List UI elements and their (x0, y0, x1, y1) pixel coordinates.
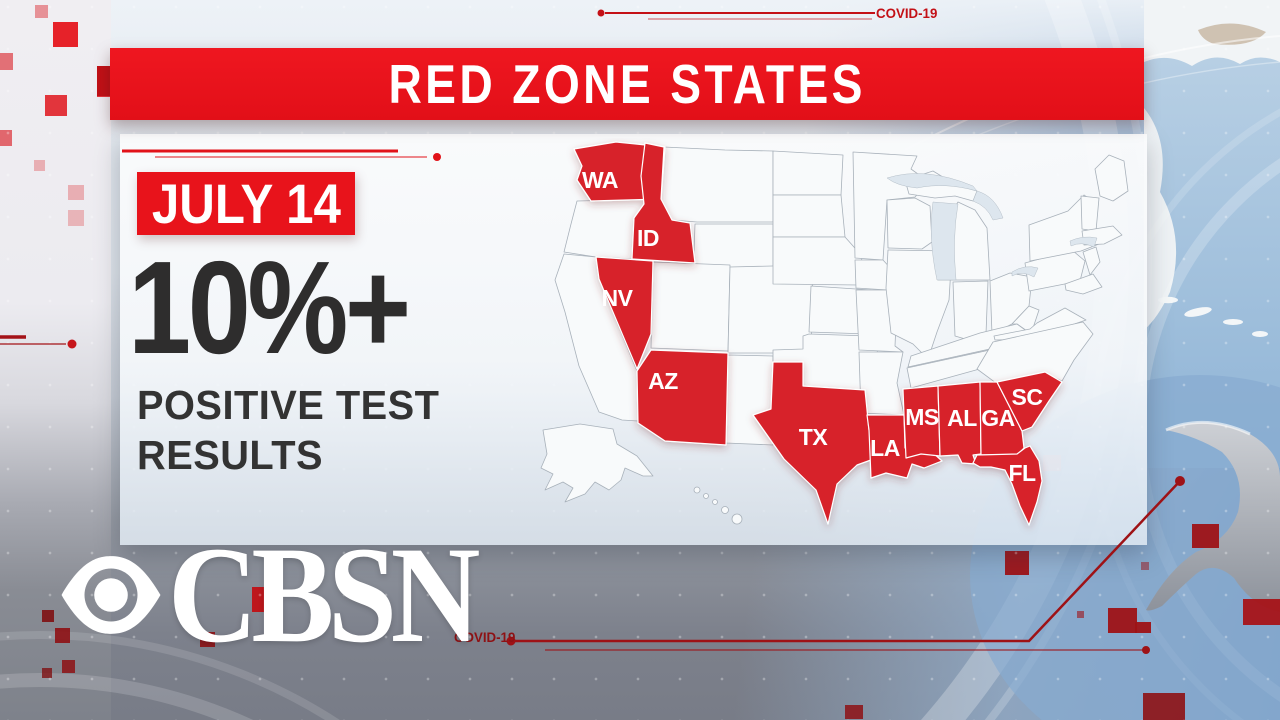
stat-description-line1: POSITIVE TEST (137, 382, 440, 428)
island (1184, 307, 1212, 317)
stat-description: POSITIVE TEST RESULTS (137, 380, 439, 480)
state-label-id: ID (637, 225, 659, 251)
us-map: WA ID NV AZ TX LA MS AL GA SC FL (540, 141, 1129, 526)
state-label-wa: WA (582, 167, 618, 193)
accent-dot (1142, 646, 1150, 654)
state-mt (660, 146, 774, 223)
state-me (1094, 154, 1129, 202)
landmass-terrain (1198, 23, 1266, 45)
state-sc (996, 371, 1063, 432)
stat-value: 10%+ (128, 234, 411, 381)
state-label-tx: TX (799, 424, 829, 450)
state-nv (595, 256, 654, 370)
us-map-state-labels: WA ID NV AZ TX LA MS AL GA SC FL (582, 167, 1043, 486)
state-sd (772, 194, 846, 238)
state-label-al: AL (947, 405, 977, 431)
headline-title: RED ZONE STATES (388, 53, 866, 115)
state-nd (772, 150, 844, 196)
island (1223, 319, 1243, 325)
banner-side-tab (97, 66, 110, 96)
state-md-de (1064, 273, 1103, 295)
great-lakes (886, 173, 1098, 281)
state-label-sc: SC (1012, 384, 1043, 410)
state-ak (540, 423, 654, 503)
date-badge: JULY 14 (137, 172, 355, 235)
state-ut (650, 261, 731, 352)
state-wi (886, 197, 933, 250)
covid-tag-bottom: COVID-19 (454, 629, 516, 645)
covid-tag-top: COVID-19 (876, 5, 938, 21)
landmass-canada (1144, 0, 1280, 66)
date-label: JULY 14 (151, 172, 341, 235)
accent-dot (597, 9, 605, 17)
cbs-eye-icon (58, 545, 164, 645)
state-hi (693, 486, 743, 525)
state-vt-nh (1080, 195, 1100, 232)
stat-description-line2: RESULTS (137, 432, 324, 478)
state-id (631, 142, 696, 264)
state-label-fl: FL (1008, 460, 1036, 486)
state-tx (752, 361, 883, 525)
island (1252, 331, 1268, 337)
state-label-ga: GA (981, 405, 1015, 431)
cbsn-wordmark: CBSN (168, 518, 480, 671)
state-nj (1082, 246, 1101, 276)
background-left-strip (0, 0, 111, 720)
state-label-az: AZ (648, 368, 678, 394)
state-ne (772, 236, 863, 286)
landmass-highlight (1165, 420, 1251, 436)
us-map-states-highlighted (573, 141, 1063, 526)
state-label-la: LA (870, 435, 900, 461)
accent-dot (1175, 476, 1185, 486)
state-az (636, 349, 729, 446)
headline-banner: RED ZONE STATES (110, 48, 1144, 120)
state-label-ms: MS (905, 404, 939, 430)
cbsn-logo: CBSN (58, 518, 508, 671)
state-label-nv: NV (602, 285, 634, 311)
